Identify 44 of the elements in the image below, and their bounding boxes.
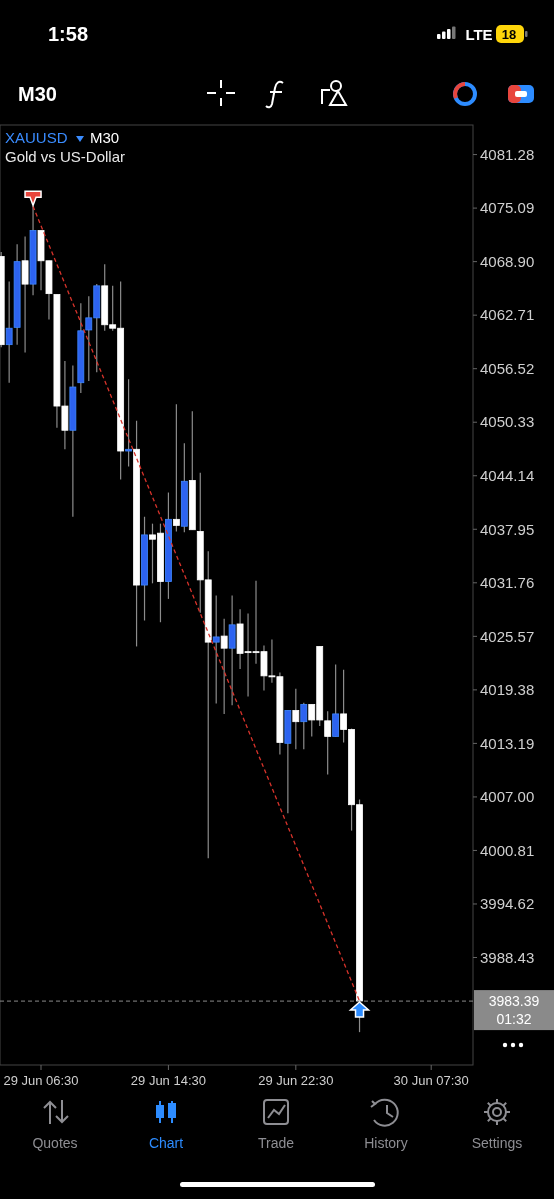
candlestick xyxy=(220,618,228,715)
text: Trade xyxy=(257,1135,295,1151)
y-tick-label: 4056.52 xyxy=(480,359,535,377)
x-tick-label: 29 Jun 22:30 xyxy=(258,1073,334,1088)
y-tick-label: 4050.33 xyxy=(480,413,535,431)
text: 01:32 xyxy=(496,1011,532,1027)
y-tick-label: 4044.14 xyxy=(480,467,535,484)
y-tick-label: 4013.19 xyxy=(480,734,535,752)
chart-title: XAUUSD xyxy=(5,129,68,146)
x-tick-label: 29 Jun 06:30 xyxy=(3,1073,79,1088)
candlestick xyxy=(21,235,29,354)
y-tick-label: 4062.71 xyxy=(480,306,535,324)
y-tick-label: 4068.90 xyxy=(480,252,535,270)
text: Quotes xyxy=(32,1135,78,1151)
text: Settings xyxy=(471,1135,523,1151)
y-tick-label: 4025.57 xyxy=(480,627,535,645)
text: Chart xyxy=(148,1135,184,1151)
y-tick-label: 3994.62 xyxy=(480,895,535,913)
text: 1:58 xyxy=(47,23,89,45)
y-tick-label: 3988.43 xyxy=(480,948,535,966)
y-tick-label: 4019.38 xyxy=(480,681,535,699)
x-tick-label: 29 Jun 14:30 xyxy=(130,1073,207,1088)
y-tick-label: 4000.81 xyxy=(480,841,535,859)
y-tick-label: 4031.76 xyxy=(480,574,535,592)
candlestick xyxy=(125,378,132,468)
candlestick xyxy=(172,403,180,533)
candlestick xyxy=(5,280,13,384)
ref-line-label: 3983.39 xyxy=(488,992,540,1009)
candlestick xyxy=(292,688,300,750)
text: 18 xyxy=(501,27,517,42)
y-tick-label: 4007.00 xyxy=(480,788,535,806)
candlestick xyxy=(332,664,340,737)
x-tick-label: 30 Jun 07:30 xyxy=(393,1073,469,1088)
text: History xyxy=(364,1135,408,1151)
candlestick xyxy=(212,594,220,705)
y-tick-label: 4075.09 xyxy=(480,199,535,217)
text: Gold vs US-Dollar xyxy=(5,148,126,165)
y-tick-label: 4081.28 xyxy=(480,145,535,163)
y-tick-label: 4037.95 xyxy=(480,520,535,538)
candlestick xyxy=(228,594,236,706)
text: M30 xyxy=(18,83,57,105)
candlestick xyxy=(300,702,308,750)
text: LTE xyxy=(465,26,493,43)
annotation: M30 xyxy=(90,129,120,146)
